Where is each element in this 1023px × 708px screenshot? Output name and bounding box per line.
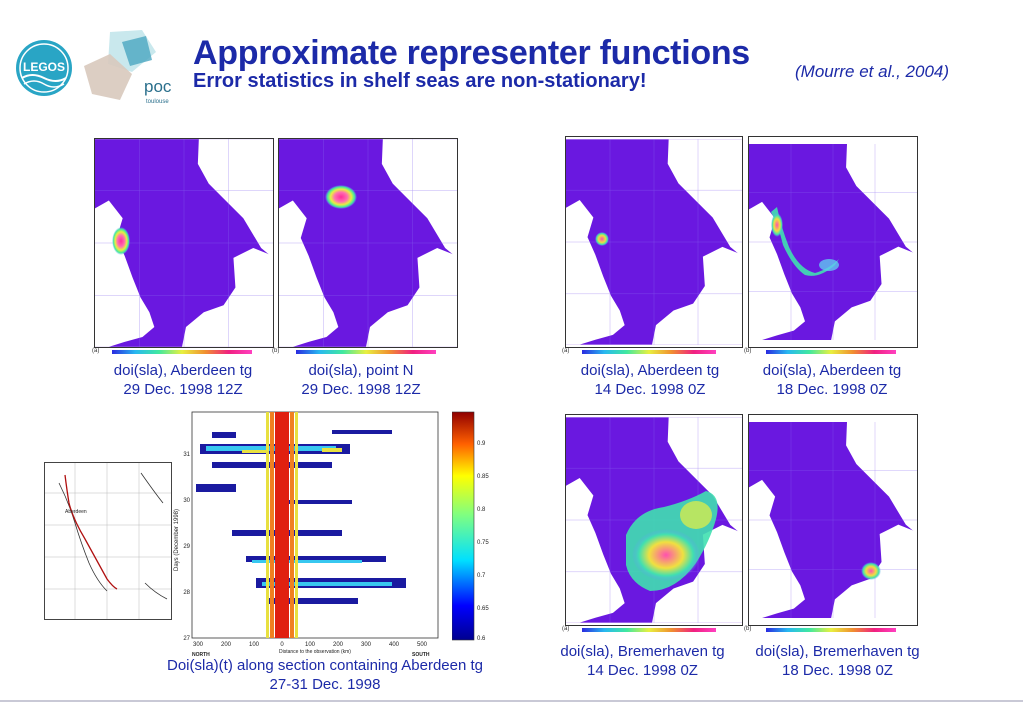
panel-caption-1: doi(sla), Aberdeen tg 29 Dec. 1998 12Z	[88, 361, 278, 399]
cbar-tick: 0.75	[477, 540, 489, 546]
colorbar-5: (a)	[562, 626, 742, 632]
caption-line1: doi(sla), Aberdeen tg	[580, 362, 720, 379]
panel-tag: (b)	[744, 626, 752, 632]
section-colorbar: 0.9 0.85 0.8 0.75 0.7 0.65 0.6	[451, 410, 492, 642]
map-panel-bremerhaven-18dec	[748, 414, 918, 626]
caption-line2: 29 Dec. 1998 12Z	[123, 381, 243, 398]
inset-aberdeen-label: Aberdeen	[65, 509, 87, 515]
panel-caption-3: doi(sla), Aberdeen tg 14 Dec. 1998 0Z	[555, 361, 745, 399]
poc-logo-text: poc	[144, 77, 172, 96]
legos-logo: LEGOS	[14, 38, 74, 98]
section-caption-line1: Doi(sla)(t) along section containing Abe…	[166, 657, 484, 674]
map-panel-aberdeen-29dec	[94, 138, 274, 348]
map-panel-pointN-29dec	[278, 138, 458, 348]
south-label: SOUTH	[412, 652, 430, 658]
legos-logo-text: LEGOS	[23, 60, 65, 74]
colorbar-2: (b)	[272, 348, 454, 354]
footer-divider	[0, 700, 1023, 702]
panel-caption-4: doi(sla), Aberdeen tg 18 Dec. 1998 0Z	[737, 361, 927, 399]
caption-line1: doi(sla), point N	[308, 362, 414, 379]
north-label: NORTH	[192, 652, 210, 658]
y-tick: 31	[183, 452, 190, 458]
section-inset-map: Aberdeen	[44, 462, 172, 620]
colorbar-4: (b)	[744, 348, 916, 354]
cbar-tick: 0.85	[477, 474, 489, 480]
panel-caption-2: doi(sla), point N 29 Dec. 1998 12Z	[266, 361, 456, 399]
caption-line2: 29 Dec. 1998 12Z	[301, 381, 421, 398]
cbar-tick: 0.7	[477, 573, 486, 579]
slide-title: Approximate representer functions	[193, 34, 750, 72]
panel-caption-5: doi(sla), Bremerhaven tg 14 Dec. 1998 0Z	[545, 642, 740, 680]
y-tick: 27	[183, 636, 190, 642]
cbar-tick: 0.65	[477, 606, 489, 612]
caption-line2: 14 Dec. 1998 0Z	[587, 662, 698, 679]
panel-tag: (a)	[562, 348, 570, 354]
caption-line1: doi(sla), Aberdeen tg	[762, 362, 902, 379]
panel-tag: (b)	[744, 348, 752, 354]
y-tick: 30	[183, 498, 190, 504]
poc-logo-subtext: toulouse	[146, 99, 169, 105]
panel-tag: (a)	[92, 348, 100, 354]
x-tick: 300	[361, 642, 372, 648]
cbar-tick: 0.6	[477, 636, 486, 642]
colorbar-6: (b)	[744, 626, 916, 632]
cbar-tick: 0.9	[477, 441, 486, 447]
poc-logo: poc toulouse	[80, 26, 175, 106]
y-tick: 29	[183, 544, 190, 550]
x-tick: 500	[417, 642, 428, 648]
map-panel-aberdeen-14dec	[565, 136, 743, 348]
panel-caption-6: doi(sla), Bremerhaven tg 18 Dec. 1998 0Z	[740, 642, 935, 680]
panel-tag: (a)	[562, 626, 570, 632]
colorbar-3: (a)	[562, 348, 742, 354]
caption-line1: doi(sla), Aberdeen tg	[113, 362, 253, 379]
section-caption-line2: 27-31 Dec. 1998	[269, 676, 381, 693]
section-plot: Days (December 1998)	[172, 410, 442, 660]
x-tick: 100	[305, 642, 316, 648]
citation: (Mourre et al., 2004)	[795, 62, 950, 81]
x-tick: 100	[249, 642, 260, 648]
x-tick: 400	[389, 642, 400, 648]
section-ylabel: Days (December 1998)	[174, 509, 180, 571]
caption-line2: 18 Dec. 1998 0Z	[776, 381, 888, 398]
panel-tag: (b)	[272, 348, 280, 354]
map-panel-aberdeen-18dec	[748, 136, 918, 348]
x-tick: 0	[280, 642, 284, 648]
caption-line1: doi(sla), Bremerhaven tg	[755, 643, 920, 660]
map-panel-bremerhaven-14dec	[565, 414, 743, 626]
caption-line2: 18 Dec. 1998 0Z	[782, 662, 893, 679]
caption-line1: doi(sla), Bremerhaven tg	[560, 643, 725, 660]
x-tick: 300	[193, 642, 204, 648]
colorbar-1: (a)	[92, 348, 274, 354]
y-tick: 28	[183, 590, 190, 596]
section-caption: Doi(sla)(t) along section containing Abe…	[120, 656, 530, 694]
x-tick: 200	[221, 642, 232, 648]
x-tick: 200	[333, 642, 344, 648]
cbar-tick: 0.8	[477, 507, 486, 513]
caption-line2: 14 Dec. 1998 0Z	[594, 381, 706, 398]
slide-subtitle: Error statistics in shelf seas are non-s…	[193, 70, 647, 92]
section-xlabel: Distance to the observation (km)	[279, 649, 351, 655]
